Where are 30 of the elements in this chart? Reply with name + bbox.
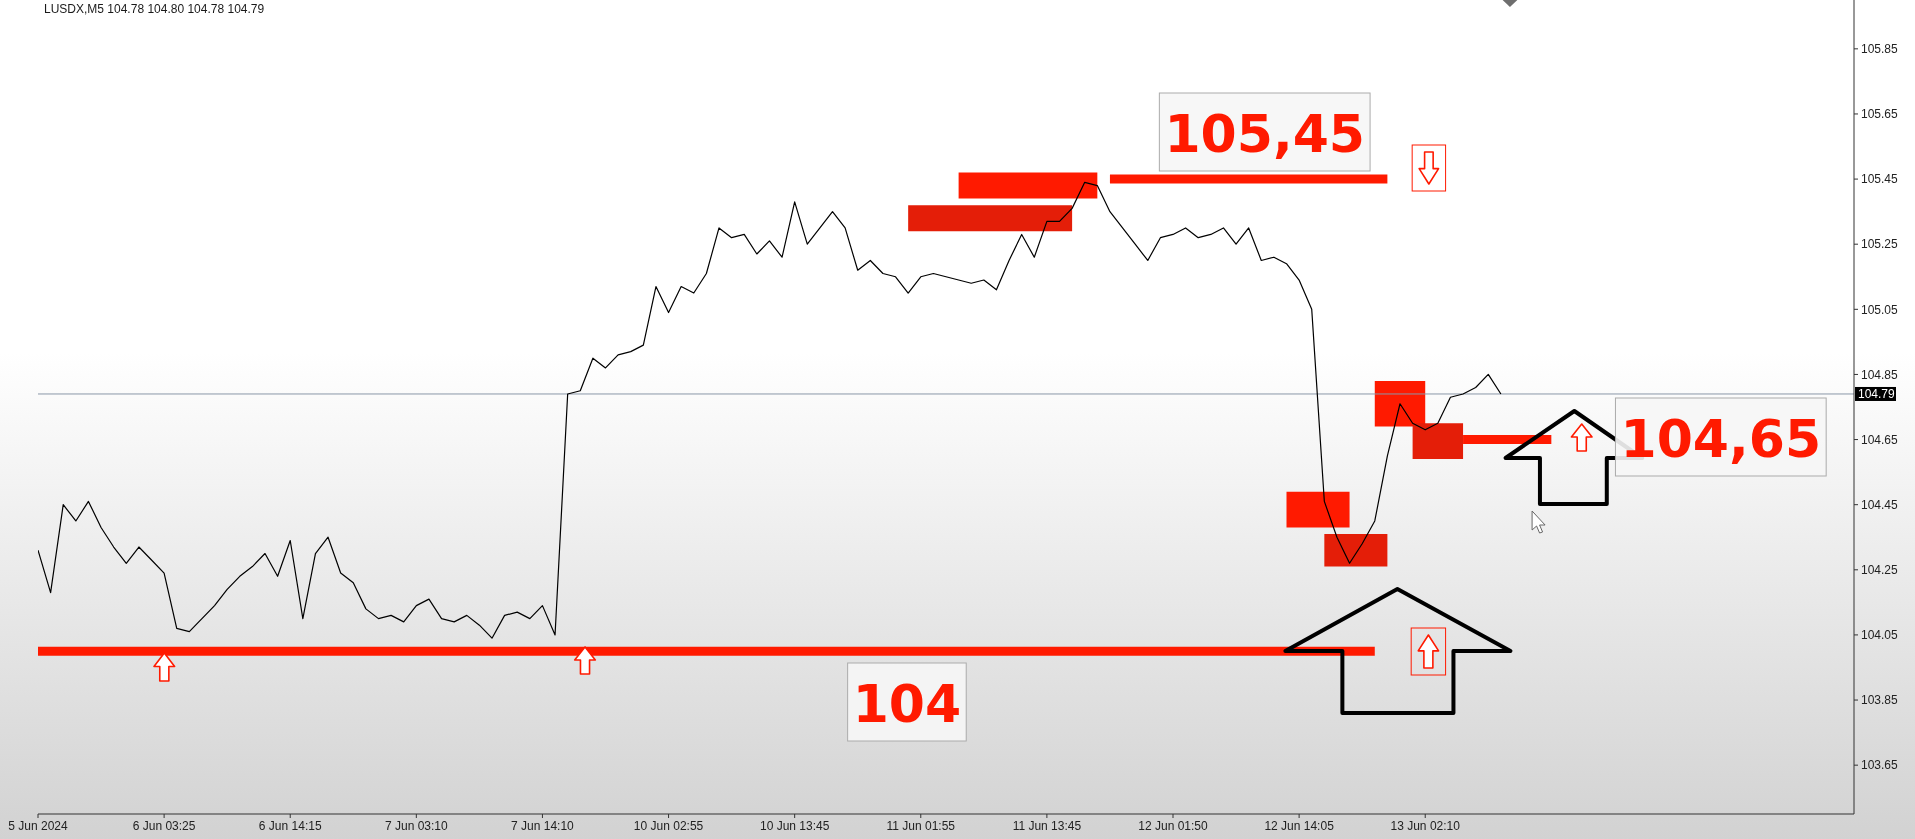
annotation: 104,65	[1620, 409, 1822, 469]
line-series	[38, 181, 1502, 639]
y-tick-label: 105.45	[1861, 172, 1899, 187]
x-tick-label: 11 Jun 13:45	[1012, 818, 1082, 833]
x-tick-label: 7 Jun 14:10	[511, 818, 575, 833]
y-tick-label: 105.85	[1861, 42, 1899, 57]
y-tick-label: 105.65	[1861, 107, 1899, 122]
x-tick-label: 6 Jun 03:25	[132, 818, 196, 833]
y-tick-label: 103.85	[1861, 693, 1899, 708]
x-tick-label: 10 Jun 13:45	[759, 818, 830, 833]
y-tick-label: 103.65	[1861, 758, 1899, 773]
chart-title: LUSDX,M5 104.78 104.80 104.78 104.79	[44, 2, 265, 16]
y-tick-label: 105.05	[1861, 302, 1899, 317]
y-tick-label: 104.85	[1861, 367, 1899, 382]
x-tick-label: 6 Jun 14:15	[258, 818, 322, 833]
x-tick-label: 13 Jun 02:10	[1390, 818, 1461, 833]
y-tick-label: 104.65	[1861, 432, 1899, 447]
x-tick-label: 12 Jun 14:05	[1264, 818, 1335, 833]
x-tick-label: 7 Jun 03:10	[384, 818, 449, 833]
y-tick-label: 105.25	[1861, 237, 1899, 252]
annotation: 105,45	[1164, 104, 1366, 164]
y-tick-label: 104.25	[1861, 563, 1899, 578]
x-tick-label: 10 Jun 02:55	[633, 818, 704, 833]
y-tick-label: 104.05	[1861, 628, 1899, 643]
x-tick-label: 12 Jun 01:50	[1138, 818, 1209, 833]
x-tick-label: 11 Jun 01:55	[886, 818, 956, 833]
x-tick-label: 5 Jun 2024	[8, 818, 69, 833]
y-tick-label: 104.45	[1861, 497, 1899, 512]
ref-line-label: 104.79	[1858, 386, 1896, 401]
annotation: 104	[852, 674, 962, 734]
